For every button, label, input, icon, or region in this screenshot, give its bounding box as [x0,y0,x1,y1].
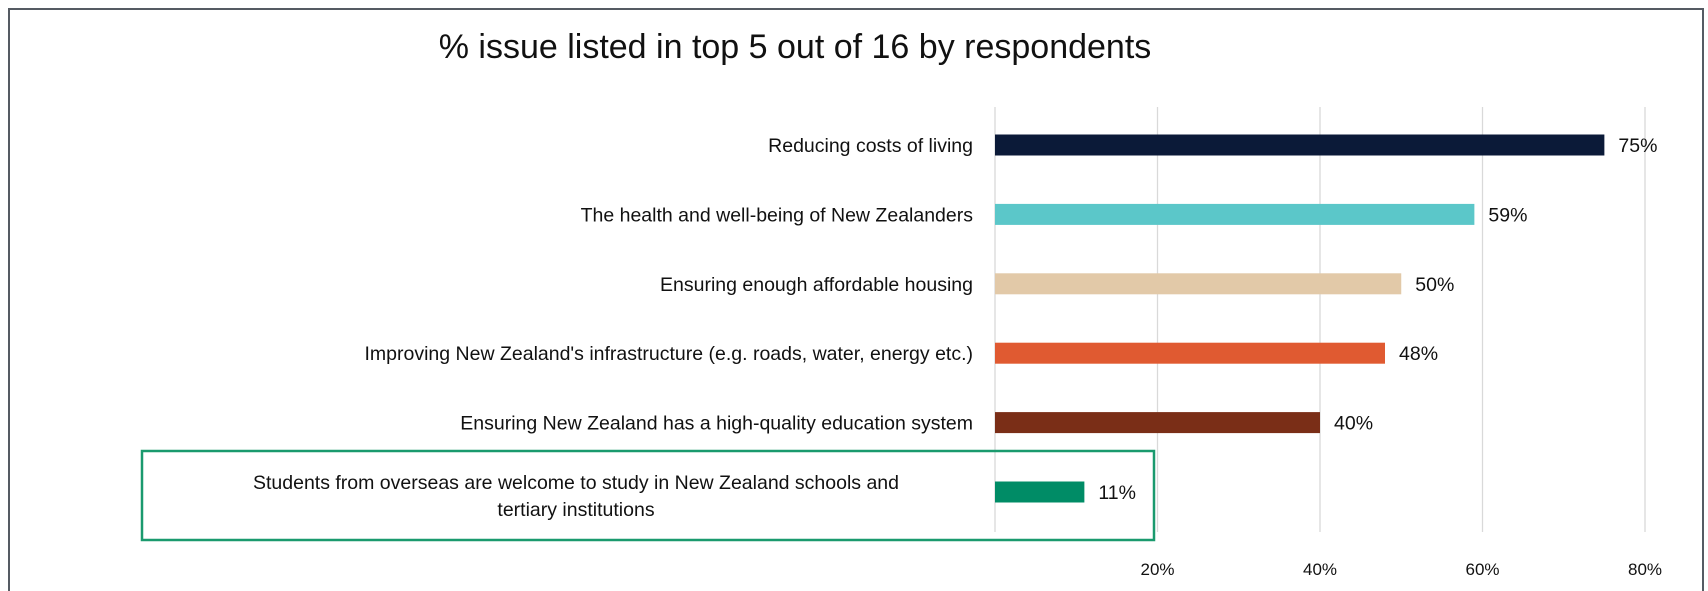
value-label: 48% [1399,343,1438,365]
category-labels: Reducing costs of living The health and w… [253,135,973,521]
value-label: 59% [1488,204,1527,226]
x-tick-label: 80% [1628,560,1662,579]
highlight-box-layer [140,449,1156,542]
category-label: The health and well-being of New Zealand… [581,204,974,226]
bar [995,342,1385,364]
value-label: 50% [1415,274,1454,296]
bar [995,481,1085,503]
bar [995,134,1605,156]
highlight-box [140,449,1156,542]
bars [995,134,1605,503]
bar [995,412,1320,434]
value-labels: 75% 59% 50% 48% 40% 11% [1098,135,1657,504]
bar [995,203,1475,225]
bar [995,273,1402,295]
category-label: Ensuring New Zealand has a high-quality … [460,413,973,435]
category-label: Reducing costs of living [768,135,973,157]
chart-title: % issue listed in top 5 out of 16 by res… [438,28,1152,66]
x-tick-label: 40% [1303,560,1337,579]
x-tick-label: 60% [1465,560,1499,579]
value-label: 40% [1334,413,1373,435]
category-label: Students from overseas are welcome to st… [253,472,899,521]
chart-frame [8,8,1704,591]
x-axis-ticks: 20% 40% 60% 80% [1140,560,1662,579]
category-label: Improving New Zealand's infrastructure (… [365,343,974,365]
gridlines [994,107,1646,532]
x-tick-label: 20% [1140,560,1174,579]
value-label: 75% [1618,135,1657,157]
category-label: Ensuring enough affordable housing [660,274,973,296]
value-label: 11% [1098,482,1136,504]
